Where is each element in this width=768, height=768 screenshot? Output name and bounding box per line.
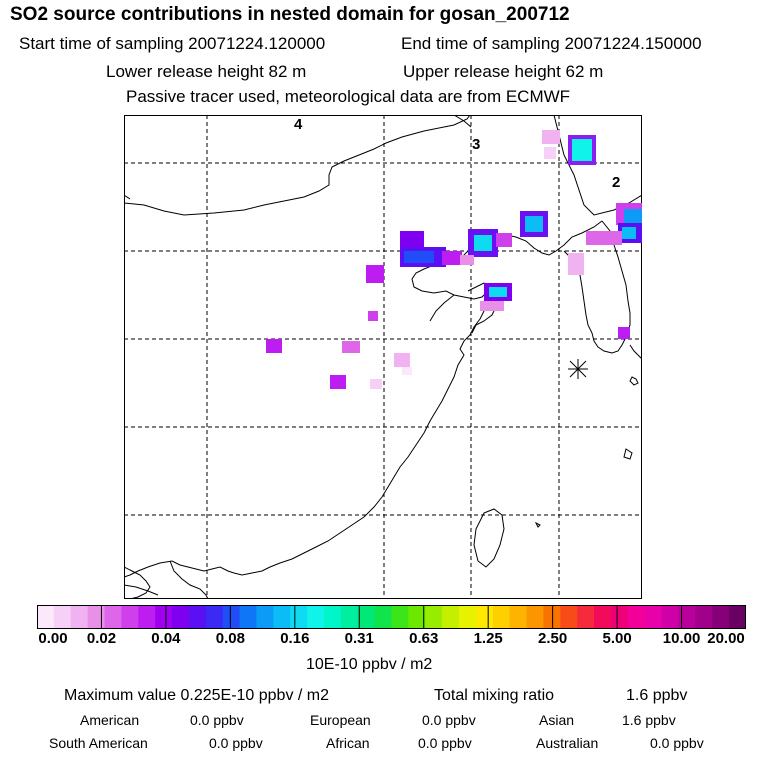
region-label-4: 4 bbox=[294, 116, 303, 133]
colorbar-cell bbox=[442, 605, 460, 629]
colorbar-cell bbox=[374, 605, 393, 629]
colorbar-cell bbox=[256, 605, 274, 629]
colorbar-cell bbox=[526, 605, 545, 629]
colorbar-cell bbox=[695, 605, 713, 629]
colorbar-cell bbox=[104, 605, 122, 629]
colorbar-cell bbox=[627, 605, 646, 629]
region-value-asian: 1.6 ppbv bbox=[622, 712, 676, 728]
colorbar-cell bbox=[425, 605, 443, 629]
colorbar-cell bbox=[610, 605, 629, 629]
region-value-european: 0.0 ppbv bbox=[422, 712, 476, 728]
lower-release-height: Lower release height 82 m bbox=[106, 62, 307, 81]
region-label-2: 2 bbox=[612, 174, 620, 191]
colorbar-tick-label: 0.16 bbox=[280, 630, 310, 647]
total-mixing-label: Total mixing ratio bbox=[434, 687, 555, 704]
colorbar-cell bbox=[87, 605, 106, 629]
colorbar-cell bbox=[678, 605, 696, 629]
colorbar-cell bbox=[492, 605, 511, 629]
colorbar-cell bbox=[644, 605, 663, 629]
colorbar-cell bbox=[357, 605, 376, 629]
colorbar-cell bbox=[172, 605, 190, 629]
colorbar-cell bbox=[37, 605, 55, 629]
colorbar-cell bbox=[712, 605, 730, 629]
upper-release-height: Upper release height 62 m bbox=[403, 62, 604, 81]
page-title: SO2 source contributions in nested domai… bbox=[10, 4, 570, 25]
lat-lon-grid bbox=[124, 115, 642, 599]
colorbar-tick-label: 5.00 bbox=[602, 630, 632, 647]
colorbar-cell bbox=[509, 605, 528, 629]
colorbar-tick-label: 0.04 bbox=[151, 630, 181, 647]
region-label-3: 3 bbox=[472, 136, 480, 153]
colorbar-cell bbox=[53, 605, 72, 629]
colorbar-cell bbox=[459, 605, 477, 629]
colorbar-cell bbox=[577, 605, 595, 629]
region-value-american: 0.0 ppbv bbox=[190, 712, 244, 728]
colorbar-tick-label: 10.00 bbox=[662, 630, 701, 647]
colorbar-cell bbox=[323, 605, 342, 629]
colorbar-cell bbox=[391, 605, 409, 629]
colorbar-cell bbox=[290, 605, 308, 629]
region-name-african: African bbox=[326, 735, 370, 751]
end-time: End time of sampling 20071224.150000 bbox=[401, 34, 702, 53]
max-value: Maximum value 0.225E-10 ppbv / m2 bbox=[64, 687, 330, 704]
colorbar-cell bbox=[560, 605, 578, 629]
colorbar-tick-label: 0.02 bbox=[86, 630, 117, 647]
region-name-american: American bbox=[80, 712, 140, 728]
units-label: 10E-10 ppbv / m2 bbox=[306, 656, 433, 673]
colorbar-cell bbox=[239, 605, 258, 629]
region-name-asian: Asian bbox=[539, 712, 575, 728]
colorbar-tick-label: 0.08 bbox=[215, 630, 245, 647]
colorbar bbox=[37, 605, 746, 629]
colorbar-tick-label: 1.25 bbox=[473, 630, 503, 647]
colorbar-tick-label: 0.00 bbox=[38, 630, 68, 647]
colorbar-cell bbox=[188, 605, 207, 629]
colorbar-cell bbox=[205, 605, 224, 629]
receptor-marker-icon bbox=[568, 359, 588, 379]
colorbar-tick-label: 0.63 bbox=[409, 630, 439, 647]
map-frame bbox=[124, 115, 642, 599]
region-value-australian: 0.0 ppbv bbox=[650, 735, 704, 751]
colorbar-cell bbox=[661, 605, 680, 629]
so2-plume bbox=[266, 130, 642, 389]
colorbar-cell bbox=[70, 605, 89, 629]
colorbar-cell bbox=[121, 605, 139, 629]
start-time: Start time of sampling 20071224.120000 bbox=[19, 34, 326, 53]
region-value-african: 0.0 ppbv bbox=[418, 735, 472, 751]
colorbar-cell bbox=[155, 605, 173, 629]
colorbar-tick-label: 2.50 bbox=[538, 630, 568, 647]
colorbar-cell bbox=[729, 605, 746, 629]
colorbar-cell bbox=[273, 605, 291, 629]
colorbar-cell bbox=[408, 605, 426, 629]
region-name-european: European bbox=[310, 712, 371, 728]
colorbar-tick-label: 0.31 bbox=[344, 630, 374, 647]
region-value-south-american: 0.0 ppbv bbox=[209, 735, 263, 751]
colorbar-cell bbox=[307, 605, 325, 629]
region-name-south-american: South American bbox=[49, 735, 148, 751]
colorbar-cell bbox=[594, 605, 612, 629]
colorbar-cell bbox=[222, 605, 241, 629]
colorbar-cell bbox=[340, 605, 359, 629]
region-name-australian: Australian bbox=[536, 735, 599, 751]
colorbar-tick-label: 20.00 bbox=[707, 630, 745, 647]
total-mixing-value: 1.6 ppbv bbox=[626, 687, 688, 704]
tracer-note: Passive tracer used, meteorological data… bbox=[126, 87, 571, 106]
map-panel: 4 3 2 bbox=[124, 115, 642, 599]
colorbar-cell bbox=[138, 605, 156, 629]
colorbar-cell bbox=[475, 605, 494, 629]
